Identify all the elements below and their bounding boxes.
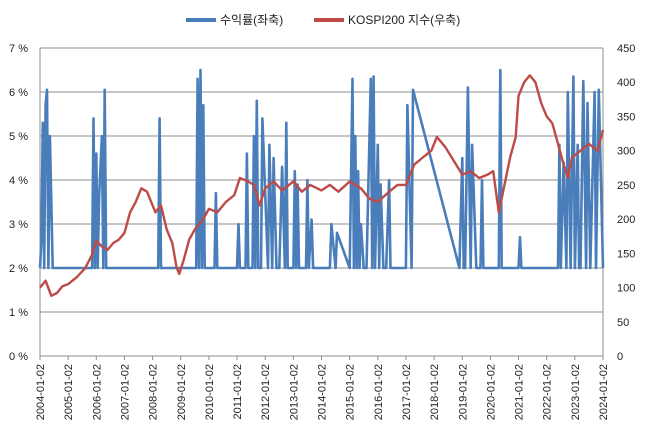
right-tick-label: 350 — [617, 111, 635, 123]
x-tick-label: 2012-01-02 — [260, 364, 272, 420]
left-tick-label: 5 % — [9, 131, 28, 143]
x-tick-label: 2007-01-02 — [119, 364, 131, 420]
x-tick-label: 2008-01-02 — [148, 364, 160, 420]
x-tick-label: 2018-01-02 — [429, 364, 441, 420]
x-tick-label: 2023-01-02 — [570, 364, 582, 420]
left-tick-label: 6 % — [9, 87, 28, 99]
x-tick-label: 2011-01-02 — [232, 364, 244, 419]
x-tick-label: 2014-01-02 — [317, 364, 329, 420]
right-tick-label: 100 — [617, 283, 635, 295]
series — [38, 68, 605, 297]
axes — [39, 48, 604, 356]
right-tick-label: 300 — [617, 146, 635, 158]
right-tick-label: 250 — [617, 180, 635, 192]
x-tick-label: 2020-01-02 — [485, 364, 497, 420]
x-axis-ticks: 2004-01-02 2005-01-02 2006-01-02 2007-01-02… — [35, 356, 610, 420]
right-tick-label: 400 — [617, 77, 635, 89]
x-tick-label: 2024-01-02 — [598, 364, 610, 420]
x-tick-label: 2013-01-02 — [288, 364, 300, 420]
right-axis-ticks: 0 50 100 150 200 250 300 350 400 450 — [617, 43, 635, 363]
left-tick-label: 7 % — [9, 43, 28, 55]
right-tick-label: 200 — [617, 214, 635, 226]
x-tick-label: 2016-01-02 — [373, 364, 385, 420]
x-tick-label: 2005-01-02 — [63, 364, 75, 420]
left-tick-label: 3 % — [9, 219, 28, 231]
x-tick-label: 2022-01-02 — [542, 364, 554, 420]
left-tick-label: 0 % — [9, 351, 28, 363]
x-tick-label: 2015-01-02 — [345, 364, 357, 420]
left-tick-label: 2 % — [9, 263, 28, 275]
left-tick-label: 4 % — [9, 175, 28, 187]
legend: 수익률(좌축) KOSPI200 지수(우축) — [186, 13, 460, 27]
legend-label-kospi200: KOSPI200 지수(우축) — [348, 13, 460, 27]
right-tick-label: 50 — [617, 317, 629, 329]
x-tick-label: 2021-01-02 — [514, 364, 526, 420]
series-line-return — [38, 68, 605, 270]
x-tick-label: 2010-01-02 — [204, 364, 216, 420]
left-tick-label: 1 % — [9, 307, 28, 319]
legend-label-return: 수익률(좌축) — [220, 13, 283, 27]
x-tick-label: 2009-01-02 — [176, 364, 188, 420]
right-tick-label: 0 — [617, 351, 623, 363]
x-tick-label: 2019-01-02 — [457, 364, 469, 420]
x-tick-label: 2017-01-02 — [401, 364, 413, 420]
series-line-kospi200 — [39, 74, 605, 297]
x-tick-label: 2006-01-02 — [91, 364, 103, 420]
right-tick-label: 150 — [617, 248, 635, 260]
left-axis-ticks: 0 % 1 % 2 % 3 % 4 % 5 % 6 % 7 % — [9, 43, 28, 363]
right-tick-label: 450 — [617, 43, 635, 55]
x-tick-label: 2004-01-02 — [35, 364, 47, 420]
